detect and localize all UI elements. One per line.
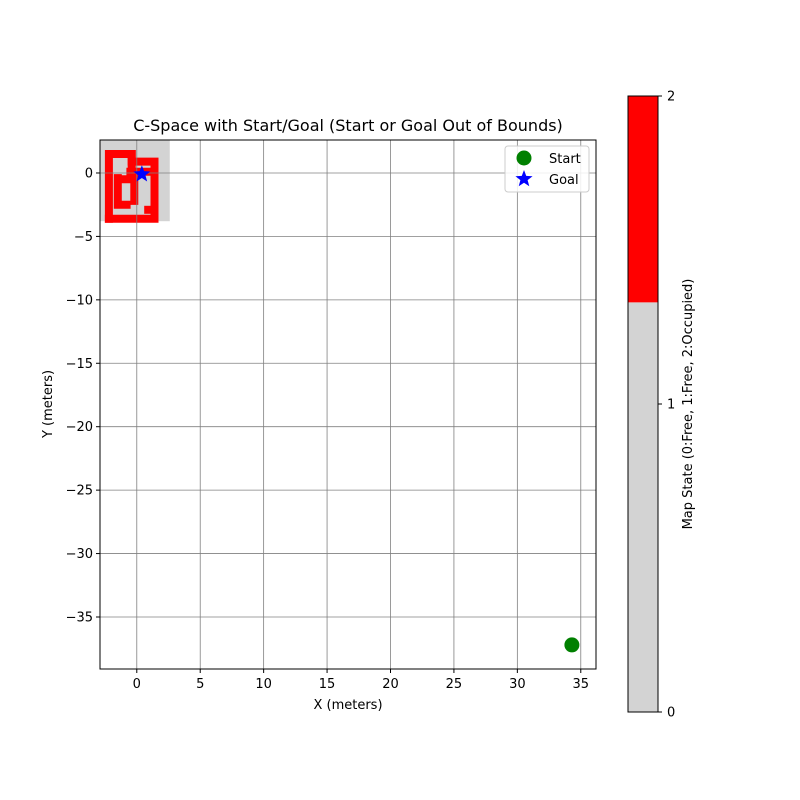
- legend: Start Goal: [504, 145, 590, 193]
- chart-title: C-Space with Start/Goal (Start or Goal O…: [133, 116, 563, 135]
- occupied-wall-1: [104, 157, 159, 223]
- x-axis-ticks: 0 5 10 15 20 25 30 35: [133, 669, 589, 692]
- plot-frame: [99, 139, 597, 670]
- colorbar-label: Map State (0:Free, 1:Free, 2:Occupied): [681, 279, 696, 530]
- y-tick-label: −25: [66, 484, 93, 499]
- x-tick-label: 30: [509, 677, 526, 692]
- plot-area: [99, 139, 597, 670]
- colorbar-segment-1: [628, 96, 658, 303]
- y-axis-label: Y (meters): [41, 370, 56, 439]
- y-tick-label: −30: [66, 547, 93, 562]
- colorbar-segments: [628, 96, 658, 712]
- cspace-map: [100, 140, 170, 223]
- x-tick-label: 0: [133, 677, 141, 692]
- colorbar-ticks: 0 1 2: [658, 90, 675, 721]
- markers: [133, 165, 580, 653]
- legend-goal-marker: [515, 170, 533, 187]
- y-tick-label: −10: [66, 293, 93, 308]
- colorbar-segment-0: [628, 302, 658, 712]
- colorbar-tick-label: 1: [667, 398, 675, 413]
- x-tick-label: 25: [446, 677, 463, 692]
- legend-start-label: Start: [549, 152, 581, 167]
- occupied-wall-0: [104, 150, 136, 223]
- x-axis-label: X (meters): [313, 698, 382, 713]
- start-marker: [564, 637, 580, 653]
- colorbar: 0 1 2 Map State (0:Free, 1:Free, 2:Occupie…: [627, 90, 696, 721]
- x-tick-label: 10: [255, 677, 272, 692]
- x-tick-label: 20: [382, 677, 399, 692]
- y-tick-label: 0: [85, 166, 93, 181]
- legend-goal-label: Goal: [549, 173, 579, 188]
- occupied-wall-4: [115, 175, 139, 205]
- legend-start-marker: [516, 150, 532, 166]
- x-tick-label: 15: [319, 677, 336, 692]
- occupied-wall-3: [113, 174, 131, 209]
- colorbar-tick-label: 0: [667, 706, 675, 721]
- y-tick-label: −20: [66, 420, 93, 435]
- x-tick-label: 35: [573, 677, 590, 692]
- colorbar-tick-label: 2: [667, 90, 675, 105]
- x-tick-label: 5: [196, 677, 204, 692]
- goal-marker: [133, 165, 151, 182]
- y-axis-ticks: 0 −5 −10 −15 −20 −25 −30 −35: [66, 166, 100, 625]
- y-tick-label: −5: [74, 230, 93, 245]
- y-tick-label: −15: [66, 357, 93, 372]
- y-tick-label: −35: [66, 610, 93, 625]
